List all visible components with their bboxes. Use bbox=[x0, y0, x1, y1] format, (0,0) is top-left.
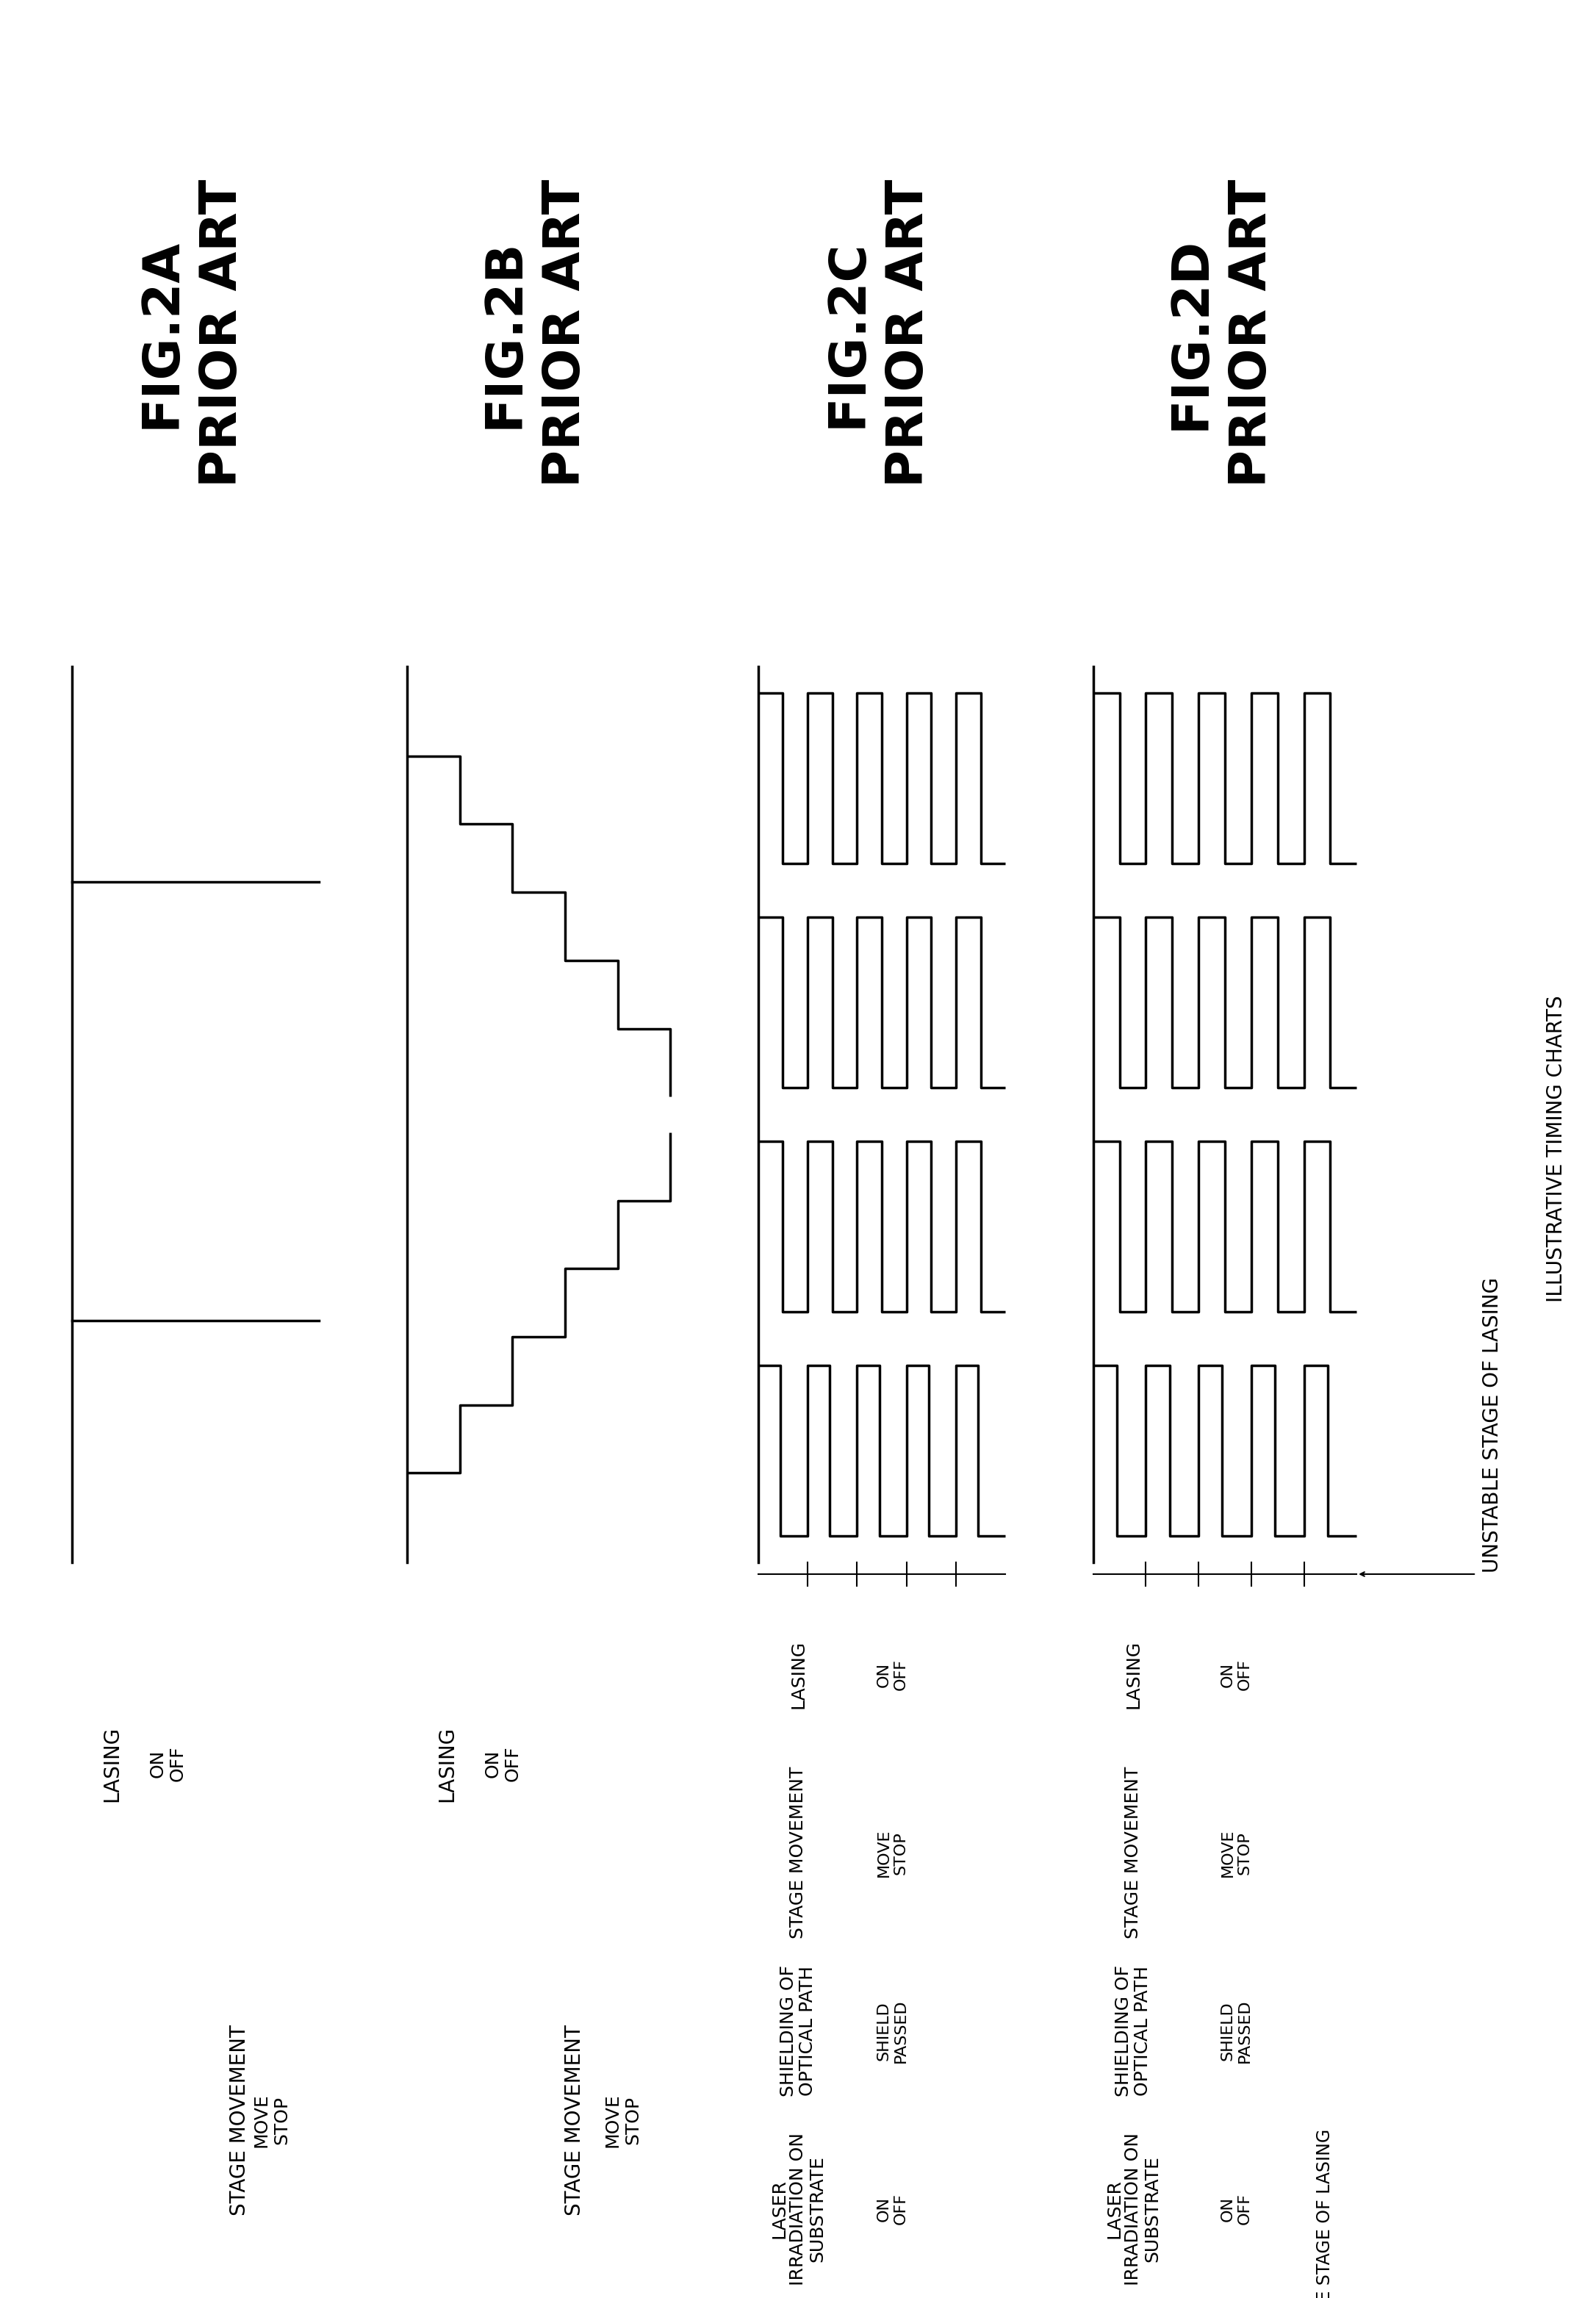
Text: SHIELD
PASSED: SHIELD PASSED bbox=[876, 1999, 908, 2064]
Text: FIG.2C
PRIOR ART: FIG.2C PRIOR ART bbox=[822, 179, 934, 487]
Text: LASING: LASING bbox=[102, 1726, 121, 1802]
Text: SHIELDING OF
OPTICAL PATH: SHIELDING OF OPTICAL PATH bbox=[780, 1965, 816, 2096]
Text: ON
OFF: ON OFF bbox=[484, 1746, 522, 1781]
Text: FIG.2B
PRIOR ART: FIG.2B PRIOR ART bbox=[479, 179, 591, 487]
Text: MOVE
STOP: MOVE STOP bbox=[603, 2093, 642, 2146]
Text: LASING: LASING bbox=[788, 1641, 808, 1710]
Text: LASING: LASING bbox=[437, 1726, 456, 1802]
Text: SHIELDING OF
OPTICAL PATH: SHIELDING OF OPTICAL PATH bbox=[1116, 1965, 1151, 2096]
Text: ON
OFF: ON OFF bbox=[1221, 1659, 1251, 1691]
Text: STAGE MOVEMENT: STAGE MOVEMENT bbox=[230, 2025, 249, 2215]
Text: UNSTABLE STAGE OF LASING: UNSTABLE STAGE OF LASING bbox=[1315, 2128, 1334, 2298]
Text: MOVE
STOP: MOVE STOP bbox=[876, 1829, 908, 1877]
Text: STAGE MOVEMENT: STAGE MOVEMENT bbox=[1124, 1767, 1143, 1940]
Text: ON
OFF: ON OFF bbox=[876, 1659, 908, 1691]
Text: STAGE MOVEMENT: STAGE MOVEMENT bbox=[565, 2025, 584, 2215]
Text: FIG.2A
PRIOR ART: FIG.2A PRIOR ART bbox=[136, 179, 247, 487]
Text: MOVE
STOP: MOVE STOP bbox=[1221, 1829, 1251, 1877]
Text: MOVE
STOP: MOVE STOP bbox=[252, 2093, 290, 2146]
Text: SHIELD
PASSED: SHIELD PASSED bbox=[1221, 1999, 1251, 2064]
Text: ON
OFF: ON OFF bbox=[1221, 2192, 1251, 2224]
Text: LASER
IRRADIATION ON
SUBSTRATE: LASER IRRADIATION ON SUBSTRATE bbox=[771, 2133, 825, 2287]
Text: ON
OFF: ON OFF bbox=[876, 2192, 908, 2224]
Text: UNSTABLE STAGE OF LASING: UNSTABLE STAGE OF LASING bbox=[1483, 1278, 1502, 1572]
Text: LASER
IRRADIATION ON
SUBSTRATE: LASER IRRADIATION ON SUBSTRATE bbox=[1106, 2133, 1160, 2287]
Text: STAGE MOVEMENT: STAGE MOVEMENT bbox=[788, 1767, 808, 1940]
Text: LASING: LASING bbox=[1124, 1641, 1143, 1710]
Text: FIG.2D
PRIOR ART: FIG.2D PRIOR ART bbox=[1165, 179, 1277, 487]
Text: ON
OFF: ON OFF bbox=[148, 1746, 187, 1781]
Text: ILLUSTRATIVE TIMING CHARTS: ILLUSTRATIVE TIMING CHARTS bbox=[1547, 995, 1566, 1303]
